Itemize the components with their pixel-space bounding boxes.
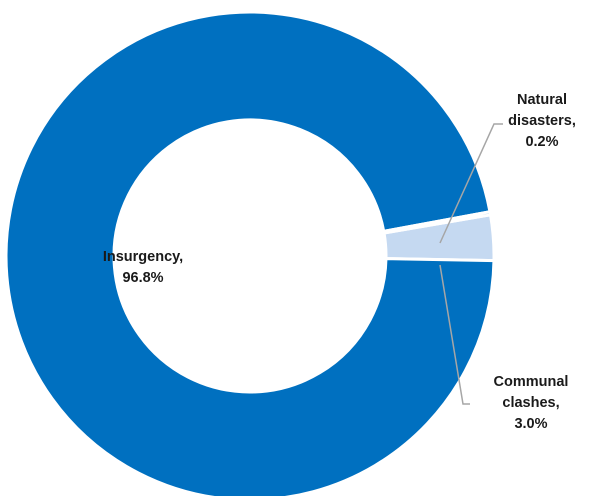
slice-insurgency <box>4 10 496 496</box>
label-communal-name-2: clashes, <box>502 395 560 411</box>
label-communal-clashes: Communal clashes, 3.0% <box>476 372 586 435</box>
label-natural-name-1: Natural <box>517 92 567 108</box>
label-natural-value: 0.2% <box>525 134 559 150</box>
label-natural-name-2: disasters, <box>508 113 576 129</box>
label-communal-value: 3.0% <box>514 416 548 432</box>
slice-natural-disasters <box>382 210 493 235</box>
leader-line-communal-clashes <box>439 264 470 405</box>
label-communal-name-1: Communal <box>493 374 569 390</box>
label-natural-disasters: Natural disasters, 0.2% <box>494 90 590 153</box>
label-insurgency: Insurgency, 96.8% <box>88 247 198 289</box>
label-insurgency-name: Insurgency, <box>102 249 184 265</box>
label-insurgency-value: 96.8% <box>122 270 164 286</box>
leader-line-natural-disasters <box>439 123 503 244</box>
